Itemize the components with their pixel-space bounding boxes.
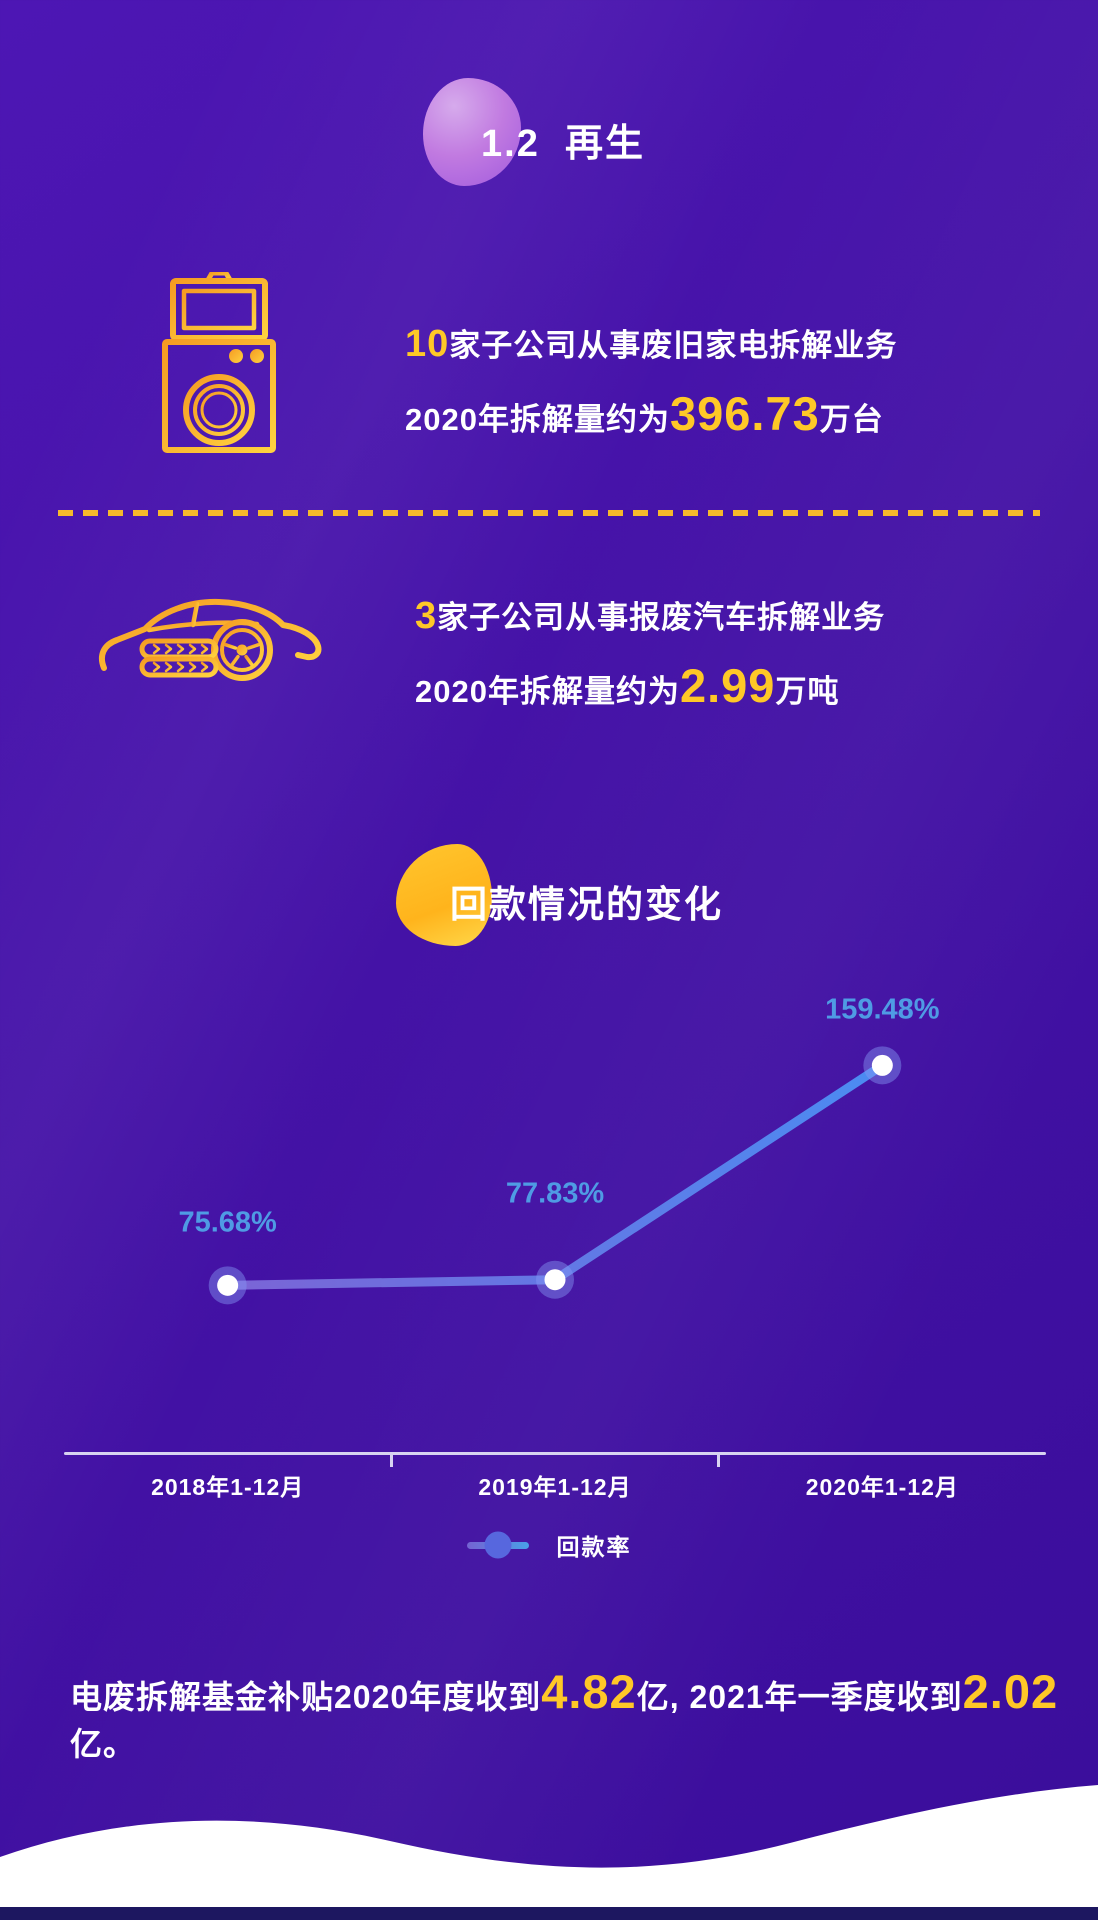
footer-note-text: 亿。: [70, 1726, 137, 1762]
appliance-info: 10家子公司从事废旧家电拆解业务 2020年拆解量约为396.73万台: [405, 320, 897, 441]
x-axis-line: [64, 1452, 1046, 1455]
vehicle-volume: 2.99: [679, 659, 776, 712]
page-title: 1.2 再生: [481, 123, 645, 165]
bottom-wave: [0, 1785, 1098, 1907]
vehicle-line2-suffix: 万吨: [775, 674, 840, 709]
appliance-count: 10: [405, 323, 450, 365]
purple-blob-decoration: [423, 78, 522, 186]
section-header: 1.2 再生: [14, 78, 1098, 186]
line-chart-canvas: [208, 1046, 902, 1305]
footer-note-text: 电废拆解基金补贴2020年度收到: [70, 1679, 542, 1715]
appliance-line2: 2020年拆解量约为396.73万台: [405, 386, 897, 441]
x-axis-label: 2020年1-12月: [805, 1474, 959, 1500]
footer-note: 电废拆解基金补贴2020年度收到4.82亿, 2021年一季度收到2.02 亿。: [70, 1664, 1060, 1765]
x-axis-label: 2018年1-12月: [151, 1474, 305, 1500]
chart-title: 回款情况的变化: [450, 884, 723, 925]
vehicle-line2-prefix: 2020年拆解量约为: [415, 674, 680, 709]
vehicle-line2: 2020年拆解量约为2.99万吨: [415, 658, 885, 713]
line-chart: 75.68% 77.83% 159.48%: [64, 975, 1046, 1475]
page-title-label: 再生: [564, 123, 645, 165]
footer-value-2020: 4.82: [541, 1665, 637, 1718]
legend-line-marker-icon: [466, 1531, 529, 1559]
chart-legend: 回款率: [0, 1528, 1098, 1562]
x-axis-tick: [717, 1454, 720, 1467]
footer-value-2021: 2.02: [962, 1665, 1059, 1718]
page-title-number: 1.2: [481, 123, 540, 165]
data-point-label: 159.48%: [825, 993, 940, 1026]
vehicle-count: 3: [415, 595, 438, 637]
appliance-volume: 396.73: [669, 387, 820, 440]
legend-dot-icon: [484, 1531, 511, 1559]
vehicle-line1-text: 家子公司从事报废汽车拆解业务: [437, 600, 886, 635]
appliance-line1: 10家子公司从事废旧家电拆解业务: [405, 320, 897, 366]
x-axis-label: 2019年1-12月: [478, 1474, 632, 1500]
x-axis-tick: [390, 1454, 393, 1467]
appliance-line1-text: 家子公司从事废旧家电拆解业务: [449, 328, 898, 363]
appliance-line2-prefix: 2020年拆解量约为: [405, 402, 670, 437]
data-point-label: 77.83%: [505, 1177, 605, 1210]
washing-machine-icon: [160, 270, 278, 454]
footer-note-text: 亿, 2021年一季度收到: [636, 1679, 963, 1715]
footer-strip: [0, 1907, 1098, 1920]
vehicle-info: 3家子公司从事报废汽车拆解业务 2020年拆解量约为2.99万吨: [415, 592, 885, 713]
x-axis-labels: 2018年1-12月 2019年1-12月 2020年1-12月: [64, 1468, 1046, 1502]
chart-header: 回款情况的变化: [0, 836, 1098, 956]
appliance-line2-suffix: 万台: [819, 402, 884, 437]
car-icon: [96, 588, 336, 683]
vehicle-line1: 3家子公司从事报废汽车拆解业务: [415, 592, 885, 638]
data-point-label: 75.68%: [178, 1206, 277, 1239]
dashed-divider: [58, 510, 1040, 516]
legend-label: 回款率: [556, 1534, 632, 1560]
